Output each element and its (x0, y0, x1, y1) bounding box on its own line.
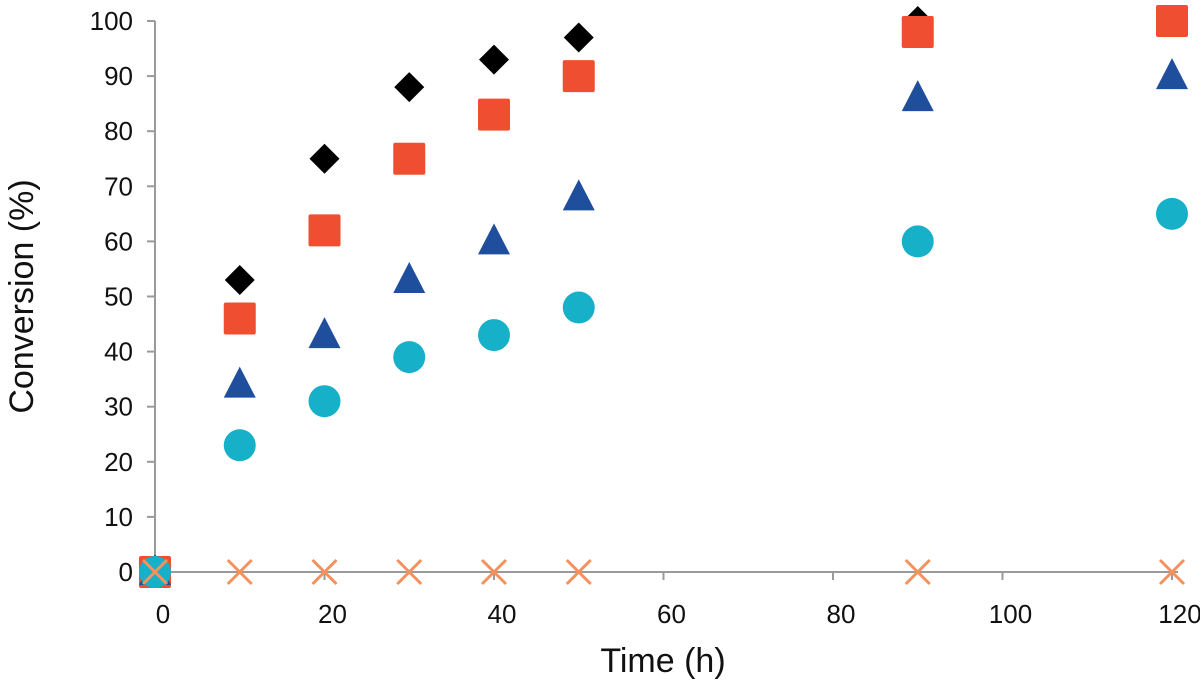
y-tick-label: 90 (104, 61, 133, 91)
y-tick-label: 100 (90, 6, 133, 36)
data-point-triangle (562, 179, 595, 211)
data-point-x (904, 558, 931, 586)
axes (154, 21, 1178, 573)
data-point-x (396, 558, 423, 586)
y-tick-label: 50 (104, 282, 133, 312)
x-tick-label: 80 (827, 599, 856, 629)
data-point-circle (901, 225, 934, 258)
data-point-square (478, 98, 510, 131)
x-tick-label: 40 (488, 599, 517, 629)
data-point-square (308, 214, 341, 247)
x-tick-label: 100 (989, 599, 1032, 629)
data-point-square (1156, 5, 1188, 37)
x-tick-label: 20 (318, 599, 347, 629)
data-point-diamond (563, 22, 594, 53)
y-tick-label: 20 (104, 447, 133, 477)
y-tick-label: 80 (104, 116, 133, 146)
data-point-triangle (1156, 58, 1188, 90)
data-point-x (226, 558, 253, 586)
data-point-square (562, 60, 595, 93)
data-point-square (223, 302, 256, 335)
y-tick-label: 40 (104, 337, 133, 367)
data-point-triangle (308, 317, 341, 349)
data-point-circle (308, 385, 341, 418)
data-point-circle (393, 341, 426, 374)
data-point-diamond (394, 72, 425, 103)
data-point-circle (478, 319, 510, 352)
y-tick-label: 30 (104, 392, 133, 422)
data-point-circle (562, 291, 595, 324)
data-point-x (1158, 558, 1186, 586)
data-point-triangle (393, 261, 426, 293)
x-tick-label: 120 (1158, 599, 1200, 629)
y-axis-title: Conversion (%) (3, 179, 41, 413)
series-x (141, 558, 1186, 586)
y-tick-label: 0 (119, 557, 133, 587)
series-circle (139, 197, 1188, 588)
y-tick-label: 10 (104, 502, 133, 532)
y-tick-label: 70 (104, 171, 133, 201)
y-tick-label: 60 (104, 226, 133, 256)
data-point-x (141, 558, 169, 586)
data-point-diamond (224, 264, 255, 295)
data-point-triangle (478, 223, 510, 255)
data-point-x (565, 558, 592, 586)
series-diamond (140, 6, 1187, 587)
series-square (139, 5, 1188, 588)
data-point-diamond (479, 44, 509, 75)
x-tick-label: 0 (156, 599, 170, 629)
data-point-circle (1156, 197, 1188, 230)
data-point-x (311, 558, 338, 586)
x-axis-title: Time (h) (600, 642, 725, 680)
x-axis-ticks: 0 20 40 60 80 100 120 (154, 572, 1200, 629)
y-axis-ticks: 0 10 20 30 40 50 60 70 80 90 100 (90, 6, 155, 587)
data-point-square (393, 142, 426, 175)
x-tick-label: 60 (657, 599, 686, 629)
data-point-circle (223, 429, 256, 462)
data-point-diamond (309, 143, 340, 174)
data-point-triangle (901, 80, 934, 112)
data-point-square (901, 16, 934, 49)
data-point-x (480, 558, 508, 586)
series-triangle (139, 58, 1188, 585)
data-point-triangle (223, 366, 256, 398)
plot-area (139, 5, 1188, 588)
